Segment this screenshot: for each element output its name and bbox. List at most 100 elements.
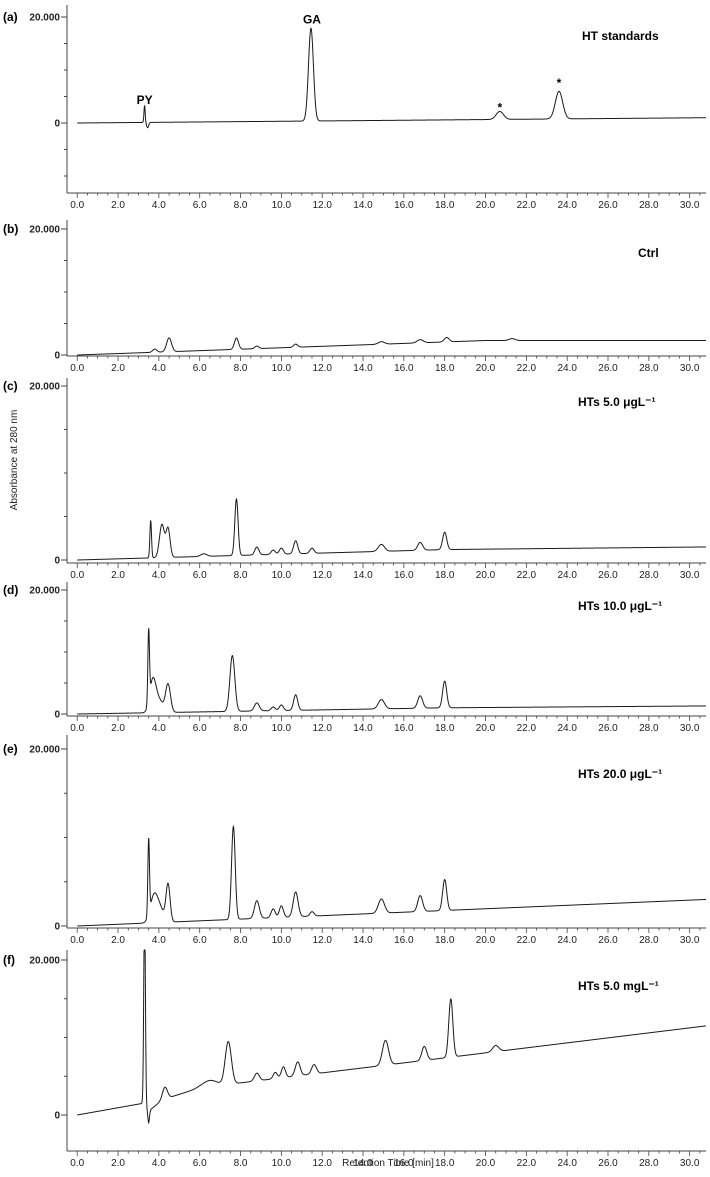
- x-tick-label: 10.0: [272, 200, 292, 211]
- x-tick-label: 16.0: [394, 1158, 414, 1169]
- x-tick-label: 0.0: [70, 935, 84, 946]
- x-tick-label: 20.0: [476, 200, 496, 211]
- x-tick-label: 16.0: [394, 363, 414, 374]
- x-tick-label: 10.0: [272, 570, 292, 581]
- chromatogram-trace: [77, 825, 707, 927]
- x-tick-label: 18.0: [435, 1158, 455, 1169]
- x-tick-label: 24.0: [557, 723, 577, 734]
- x-tick-label: 14.0: [353, 570, 373, 581]
- x-tick-label: 24.0: [557, 935, 577, 946]
- x-tick-label: 4.0: [152, 363, 166, 374]
- x-tick-label: 4.0: [152, 935, 166, 946]
- x-axis-title: Retention Time [min]: [342, 1158, 434, 1169]
- y-tick-label: 0: [54, 119, 60, 130]
- x-tick-label: 20.0: [476, 1158, 496, 1169]
- x-tick-label: 16.0: [394, 200, 414, 211]
- x-tick-label: 16.0: [394, 935, 414, 946]
- x-tick-label: 10.0: [272, 723, 292, 734]
- x-tick-label: 2.0: [111, 570, 125, 581]
- x-tick-label: 22.0: [517, 1158, 537, 1169]
- panel-label: (f): [3, 953, 15, 967]
- x-tick-label: 8.0: [234, 200, 248, 211]
- panel-title: Ctrl: [638, 246, 659, 260]
- x-tick-label: 30.0: [680, 1158, 700, 1169]
- y-tick-label: 0: [54, 710, 60, 721]
- y-tick-label: 0: [54, 556, 60, 567]
- x-tick-label: 6.0: [193, 723, 207, 734]
- x-tick-label: 30.0: [680, 200, 700, 211]
- x-tick-label: 18.0: [435, 200, 455, 211]
- x-tick-label: 14.0: [353, 1158, 373, 1169]
- panel-4: 20.000 0 0.0 2.0 4.0 6.0 8.0 10.0 12.0 14.0 16.0 18…: [3, 582, 706, 734]
- x-tick-label: 0.0: [70, 1158, 84, 1169]
- chromatogram-trace: [77, 497, 706, 561]
- x-tick-label: 20.0: [476, 570, 496, 581]
- x-tick-label: 8.0: [234, 723, 248, 734]
- x-tick-label: 10.0: [272, 363, 292, 374]
- panel-3: 20.000 0 0.0 2.0 4.0 6.0 8.0 10.0 12.0 14.0 16.0 18…: [3, 378, 706, 581]
- x-tick-label: 20.0: [476, 363, 496, 374]
- x-tick-label: 4.0: [152, 1158, 166, 1169]
- y-axis-title: Absorbance at 280 nm: [9, 410, 20, 511]
- x-tick-label: 2.0: [111, 723, 125, 734]
- x-tick-label: 30.0: [680, 363, 700, 374]
- x-tick-label: 6.0: [193, 570, 207, 581]
- x-tick-label: 8.0: [234, 1158, 248, 1169]
- y-tick-label: 0: [54, 1111, 60, 1122]
- panel-title: HT standards: [582, 29, 659, 43]
- x-tick-label: 22.0: [517, 200, 537, 211]
- x-tick-label: 16.0: [394, 723, 414, 734]
- x-tick-label: 20.0: [476, 935, 496, 946]
- x-tick-label: 4.0: [152, 200, 166, 211]
- peak-annotation: *: [557, 76, 562, 90]
- x-tick-label: 12.0: [312, 363, 332, 374]
- x-tick-label: 26.0: [598, 200, 618, 211]
- x-tick-label: 6.0: [193, 1158, 207, 1169]
- x-tick-label: 4.0: [152, 570, 166, 581]
- x-tick-label: 20.0: [476, 723, 496, 734]
- x-tick-label: 18.0: [435, 570, 455, 581]
- x-tick-label: 28.0: [639, 363, 659, 374]
- x-tick-label: 18.0: [435, 935, 455, 946]
- x-tick-label: 14.0: [353, 363, 373, 374]
- y-tick-label: 20.000: [29, 382, 60, 393]
- chromatogram-trace: [77, 949, 707, 1125]
- x-tick-label: 2.0: [111, 935, 125, 946]
- chromatogram-trace: [77, 27, 706, 129]
- x-tick-label: 30.0: [680, 723, 700, 734]
- panel-title: HTs 20.0 μgL⁻¹: [578, 767, 662, 781]
- x-tick-label: 6.0: [193, 935, 207, 946]
- peak-annotation: *: [497, 100, 502, 114]
- panel-title: HTs 5.0 mgL⁻¹: [578, 979, 659, 993]
- panel-label: (c): [3, 379, 18, 393]
- x-tick-label: 30.0: [680, 570, 700, 581]
- panel-1: 20.000 0 0.0 2.0 4.0 6.0 8.0 10.0 12.0 14.0 16.0 18…: [3, 5, 706, 211]
- y-tick-label: 20.000: [29, 745, 60, 756]
- x-tick-label: 8.0: [234, 935, 248, 946]
- x-tick-label: 26.0: [598, 723, 618, 734]
- panel-2: 20.000 0 0.0 2.0 4.0 6.0 8.0 10.0 12.0 14.0 16.0 18…: [3, 220, 706, 374]
- panel-label: (b): [3, 222, 18, 236]
- x-tick-label: 22.0: [517, 363, 537, 374]
- x-tick-label: 22.0: [517, 723, 537, 734]
- peak-annotation: GA: [303, 12, 321, 26]
- y-tick-label: 20.000: [29, 13, 60, 24]
- x-tick-label: 8.0: [234, 363, 248, 374]
- x-tick-label: 2.0: [111, 363, 125, 374]
- x-tick-label: 8.0: [234, 570, 248, 581]
- x-tick-label: 22.0: [517, 570, 537, 581]
- x-tick-label: 0.0: [70, 363, 84, 374]
- x-tick-label: 26.0: [598, 363, 618, 374]
- panel-title: HTs 5.0 μgL⁻¹: [578, 395, 655, 409]
- x-tick-label: 12.0: [312, 1158, 332, 1169]
- x-tick-label: 12.0: [312, 570, 332, 581]
- x-tick-label: 2.0: [111, 1158, 125, 1169]
- chromatogram-trace: [77, 336, 706, 356]
- x-tick-label: 6.0: [193, 200, 207, 211]
- x-tick-label: 26.0: [598, 570, 618, 581]
- x-tick-label: 0.0: [70, 723, 84, 734]
- x-tick-label: 28.0: [639, 1158, 659, 1169]
- x-tick-label: 24.0: [557, 570, 577, 581]
- x-tick-label: 6.0: [193, 363, 207, 374]
- panel-5: 20.000 0 0.0 2.0 4.0 6.0 8.0 10.0 12.0 14.0 16.0 18…: [3, 735, 707, 946]
